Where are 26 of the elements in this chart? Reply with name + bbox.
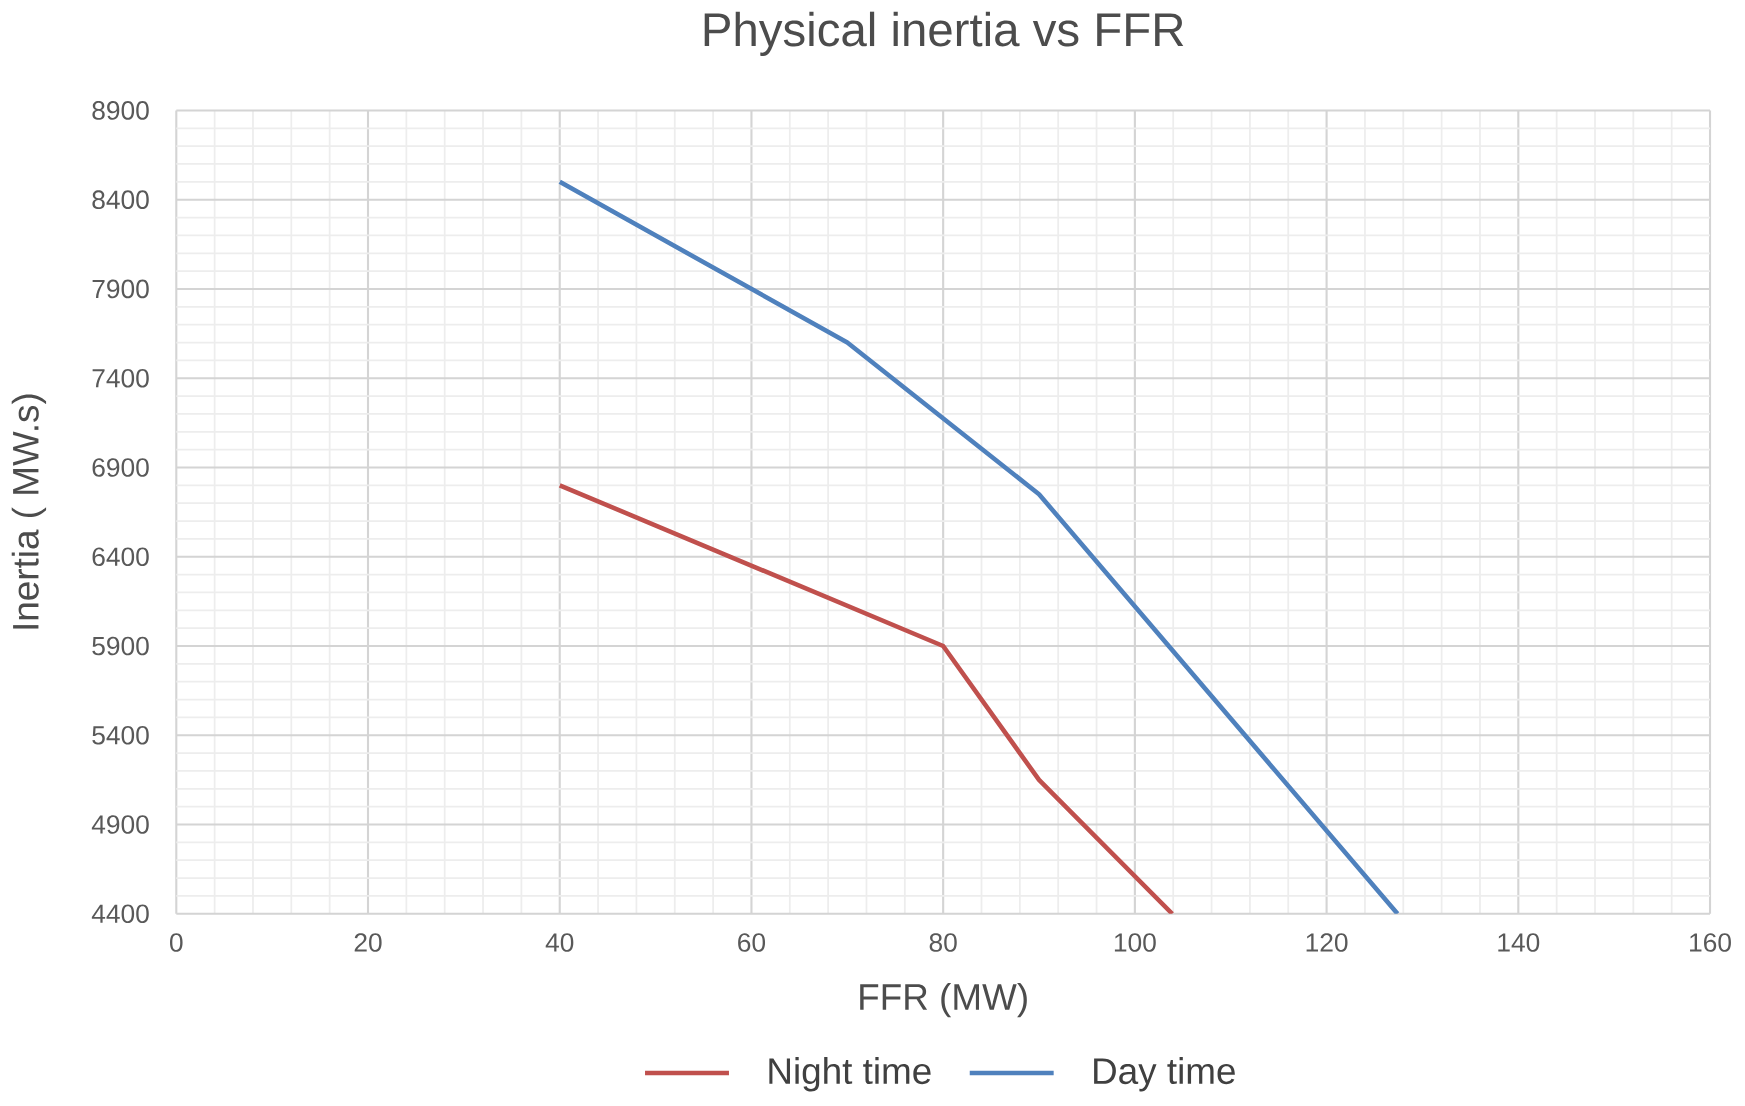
y-tick-label: 7400: [92, 369, 149, 388]
legend-label: Night time: [769, 1057, 931, 1092]
line-series: [557, 483, 1175, 914]
y-tick-label: 6900: [92, 458, 149, 477]
chart-title: Physical inertia vs FFR: [704, 11, 1184, 57]
legend-label: Day time: [1094, 1057, 1235, 1092]
x-tick-label: 60: [738, 933, 766, 953]
x-tick-label: 140: [1498, 933, 1540, 953]
x-axis-title: FFR (MW): [860, 983, 1027, 1018]
y-tick-label: 6400: [92, 547, 149, 567]
y-tick-label: 4900: [91, 815, 149, 835]
y-tick-label: 7900: [92, 279, 149, 299]
x-tick-label: 0: [170, 933, 183, 953]
x-tick-label: 100: [1114, 933, 1156, 953]
line-series: [557, 179, 1400, 914]
x-tick-label: 20: [354, 933, 382, 953]
y-tick-label: 5900: [92, 636, 149, 656]
x-tick-label: 40: [545, 933, 574, 953]
y-tick-label: 4400: [91, 904, 149, 924]
x-tick-label: 160: [1690, 933, 1731, 953]
y-tick-label: 8900: [92, 101, 149, 120]
y-tick-label: 5400: [92, 726, 149, 745]
x-tick-label: 120: [1306, 933, 1348, 953]
y-tick-label: 8400: [92, 190, 149, 210]
y-axis-title: Inertia ( MW.s): [11, 394, 47, 629]
x-tick-label: 80: [929, 933, 957, 953]
